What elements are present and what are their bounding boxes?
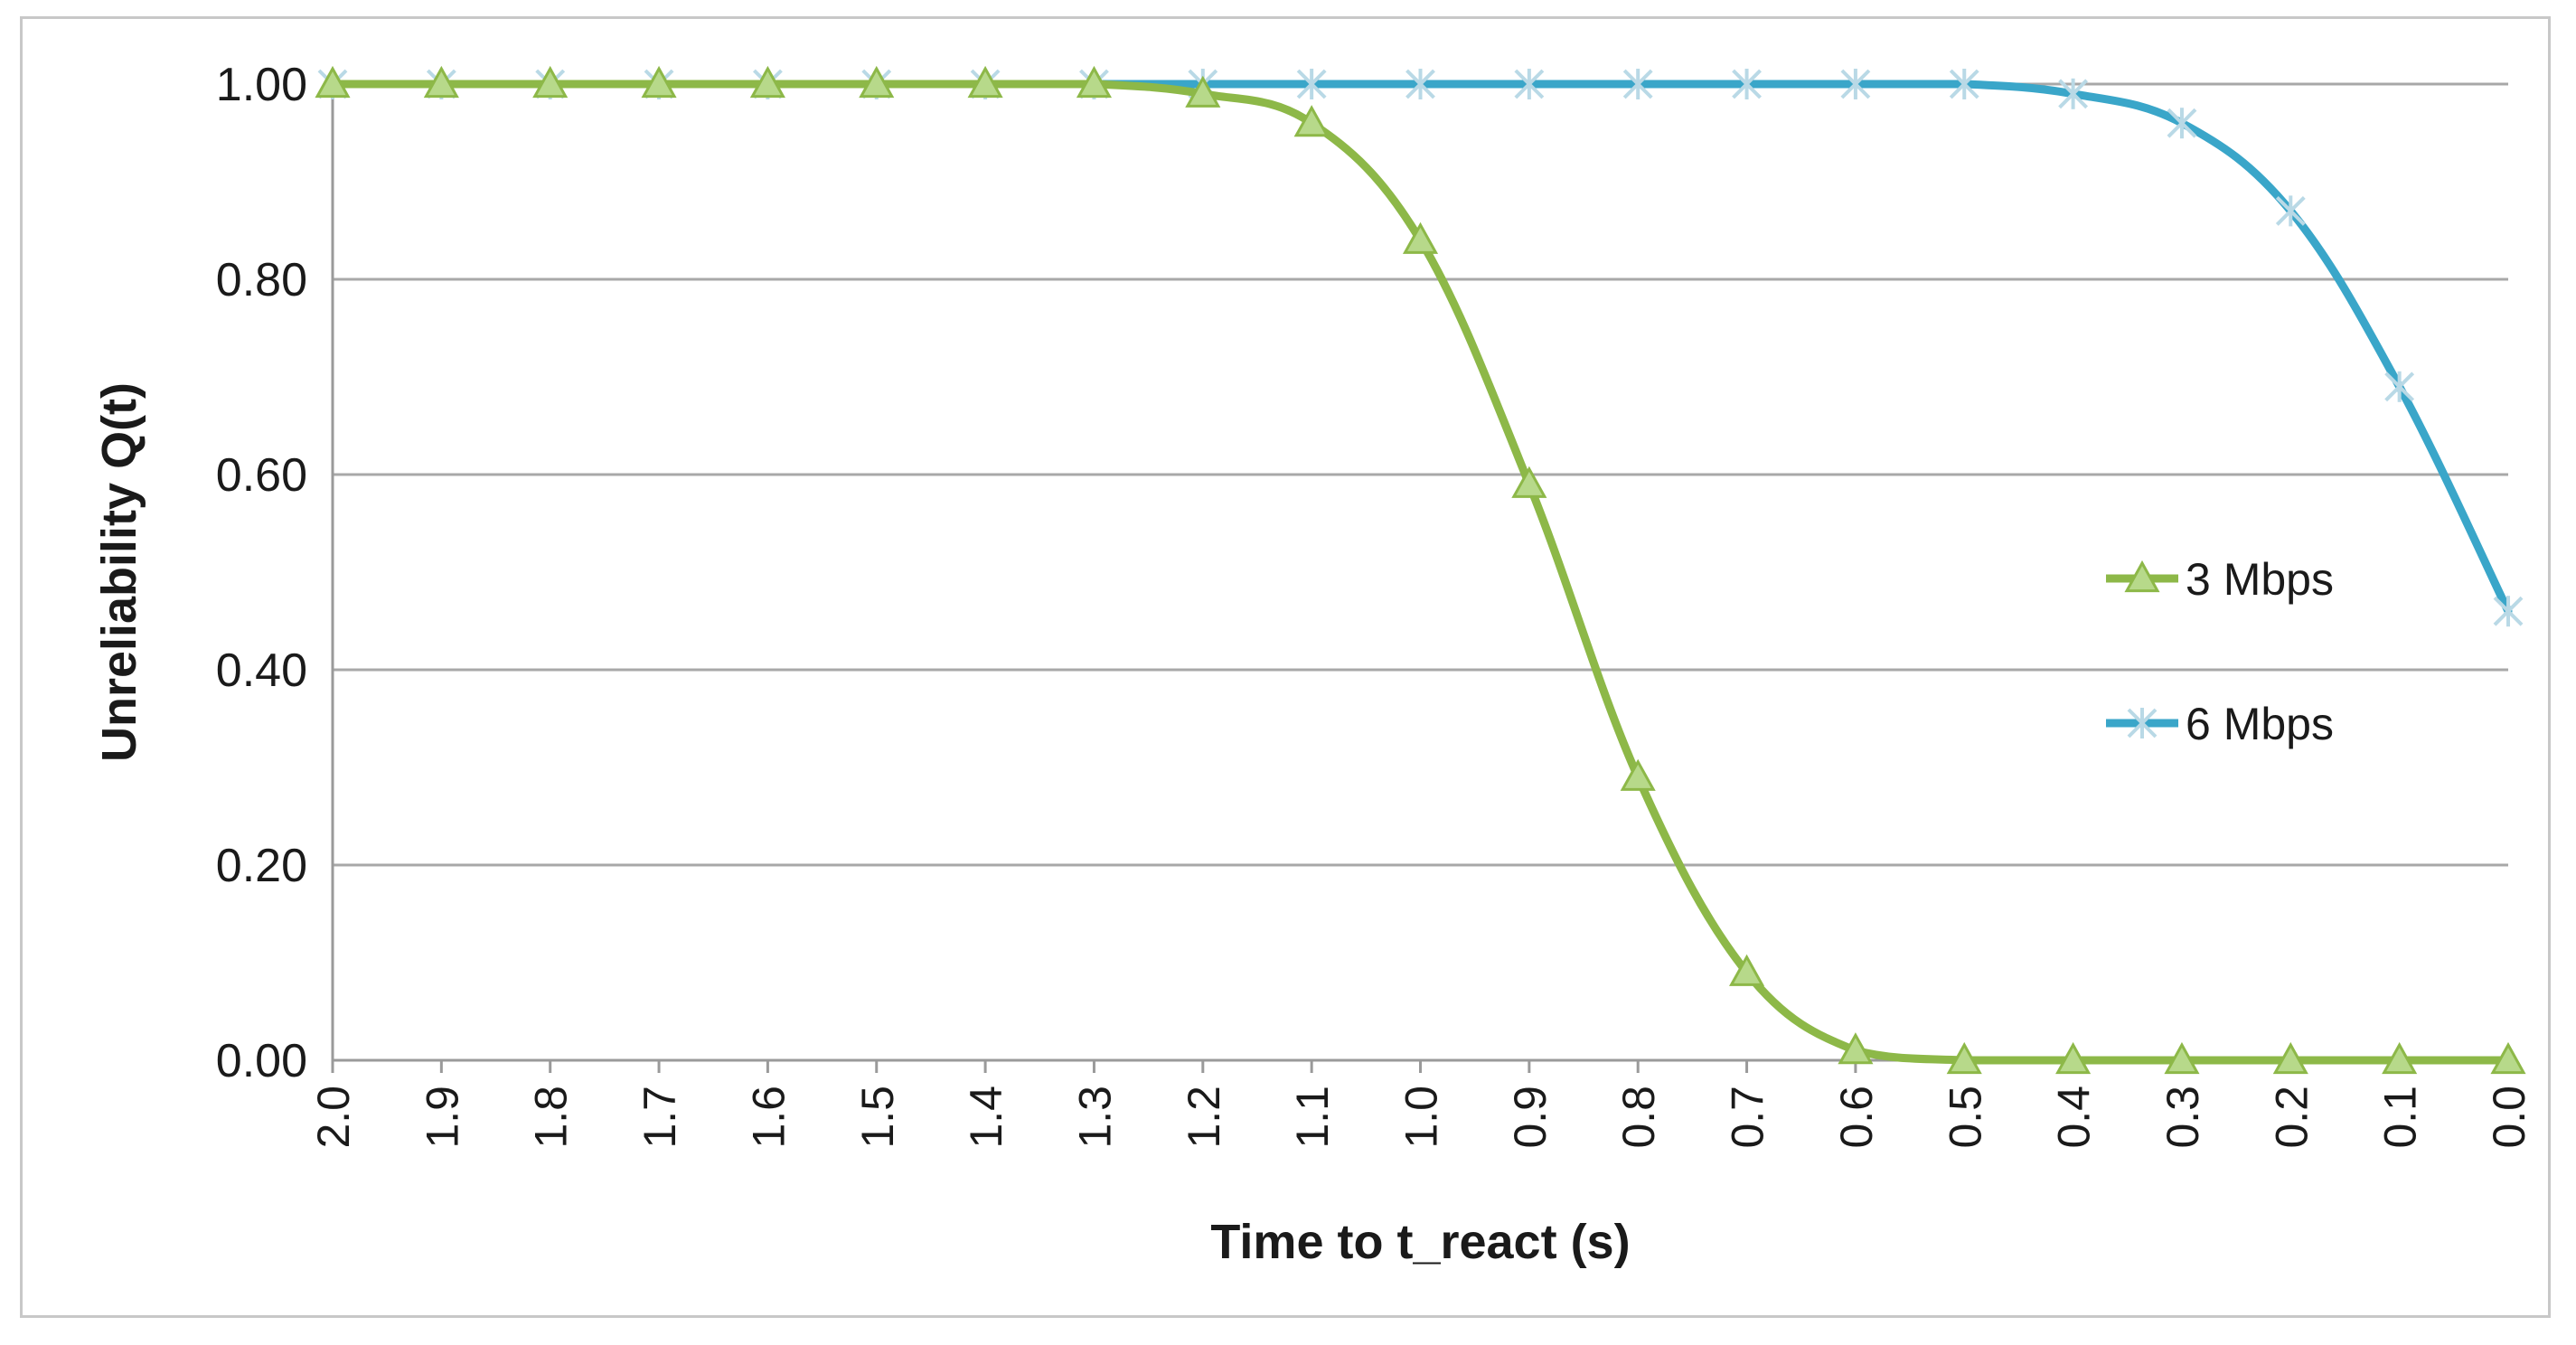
data-point-3mbps	[1729, 954, 1765, 986]
x-tick-label: 0.7	[1723, 1086, 1773, 1149]
y-tick-label: 0.40	[216, 644, 307, 697]
x-tick-label: 1.4	[961, 1086, 1011, 1149]
data-point-3mbps	[2164, 1041, 2200, 1075]
x-tick-label: 1.6	[743, 1086, 794, 1149]
data-point-3mbps	[2272, 1041, 2308, 1075]
x-tick-label: 0.2	[2266, 1086, 2317, 1149]
x-tick-label: 1.8	[526, 1086, 577, 1149]
axes	[331, 84, 2510, 1073]
chart-frame	[20, 16, 2551, 1318]
data-point-6mbps	[1840, 69, 1871, 99]
x-tick-label: 1.1	[1287, 1086, 1338, 1149]
data-point-3mbps	[2124, 560, 2160, 593]
x-tick-label: 0.0	[2484, 1086, 2534, 1149]
x-tick-label: 2.0	[308, 1086, 359, 1149]
data-point-6mbps	[1514, 69, 1545, 99]
data-point-3mbps	[1293, 105, 1330, 137]
legend-item-6mbps: 6 Mbps	[2106, 699, 2334, 749]
y-tick-label: 0.20	[216, 840, 307, 892]
x-tick-label: 1.3	[1069, 1086, 1120, 1149]
data-point-3mbps	[859, 65, 895, 99]
x-tick-label: 0.4	[2049, 1086, 2100, 1149]
x-axis-title: Time to t_react (s)	[1210, 1215, 1630, 1269]
x-tick-label: 0.6	[1831, 1086, 1882, 1149]
x-tick-label: 0.3	[2158, 1086, 2208, 1149]
series-line-3mbps	[328, 80, 2513, 1065]
x-tick-label: 1.0	[1396, 1086, 1447, 1149]
x-tick-label: 1.7	[635, 1086, 685, 1149]
data-point-6mbps	[1406, 69, 1435, 99]
y-tick-label: 0.60	[216, 449, 307, 502]
data-point-3mbps	[1838, 1032, 1874, 1065]
series-lines	[315, 65, 2526, 1075]
x-tick-label: 1.5	[852, 1086, 903, 1149]
legend-label-6mbps: 6 Mbps	[2186, 699, 2334, 749]
data-point-3mbps	[2490, 1041, 2526, 1075]
data-point-3mbps	[1511, 466, 1547, 498]
data-point-6mbps	[1949, 69, 1979, 99]
data-point-3mbps	[1185, 75, 1221, 108]
legend: 3 Mbps 6 Mbps	[2106, 554, 2334, 749]
data-point-3mbps	[1402, 221, 1439, 254]
data-point-3mbps	[967, 65, 1003, 99]
y-axis-title: Unreliability Q(t)	[92, 382, 146, 762]
data-point-3mbps	[641, 65, 677, 99]
legend-item-3mbps: 3 Mbps	[2106, 554, 2334, 605]
data-point-3mbps	[1946, 1041, 1982, 1075]
x-tick-label: 0.8	[1613, 1086, 1664, 1149]
data-point-3mbps	[1076, 65, 1112, 99]
data-point-6mbps	[2058, 78, 2089, 109]
tick-labels: 0.00 0.20 0.40 0.60 0.80 1.00 2.0 1.9 1.8 1.7 1.6 1…	[216, 59, 2534, 1149]
legend-label-3mbps: 3 Mbps	[2186, 554, 2334, 605]
data-point-3mbps	[423, 65, 459, 99]
data-point-3mbps	[1620, 758, 1656, 791]
data-point-3mbps	[749, 65, 785, 99]
data-point-3mbps	[2382, 1041, 2418, 1075]
y-tick-label: 0.00	[216, 1035, 307, 1087]
x-tick-label: 1.9	[417, 1086, 467, 1149]
data-point-6mbps	[2127, 708, 2158, 738]
x-tick-label: 0.9	[1505, 1086, 1556, 1149]
x-tick-label: 0.1	[2375, 1086, 2426, 1149]
data-point-6mbps	[2493, 596, 2524, 627]
y-tick-label: 1.00	[216, 59, 307, 111]
data-point-6mbps	[1296, 69, 1327, 99]
data-point-6mbps	[1732, 69, 1762, 99]
data-point-6mbps	[1622, 69, 1653, 99]
data-point-6mbps	[2167, 108, 2197, 139]
data-point-6mbps	[2275, 195, 2306, 227]
data-point-3mbps	[2055, 1041, 2092, 1075]
x-tick-label: 0.5	[1940, 1086, 1990, 1149]
y-tick-label: 0.80	[216, 254, 307, 306]
data-point-3mbps	[532, 65, 569, 99]
data-point-3mbps	[315, 65, 351, 99]
data-point-6mbps	[2384, 371, 2415, 402]
series-line-6mbps	[328, 80, 2513, 616]
x-tick-label: 1.2	[1179, 1086, 1229, 1149]
